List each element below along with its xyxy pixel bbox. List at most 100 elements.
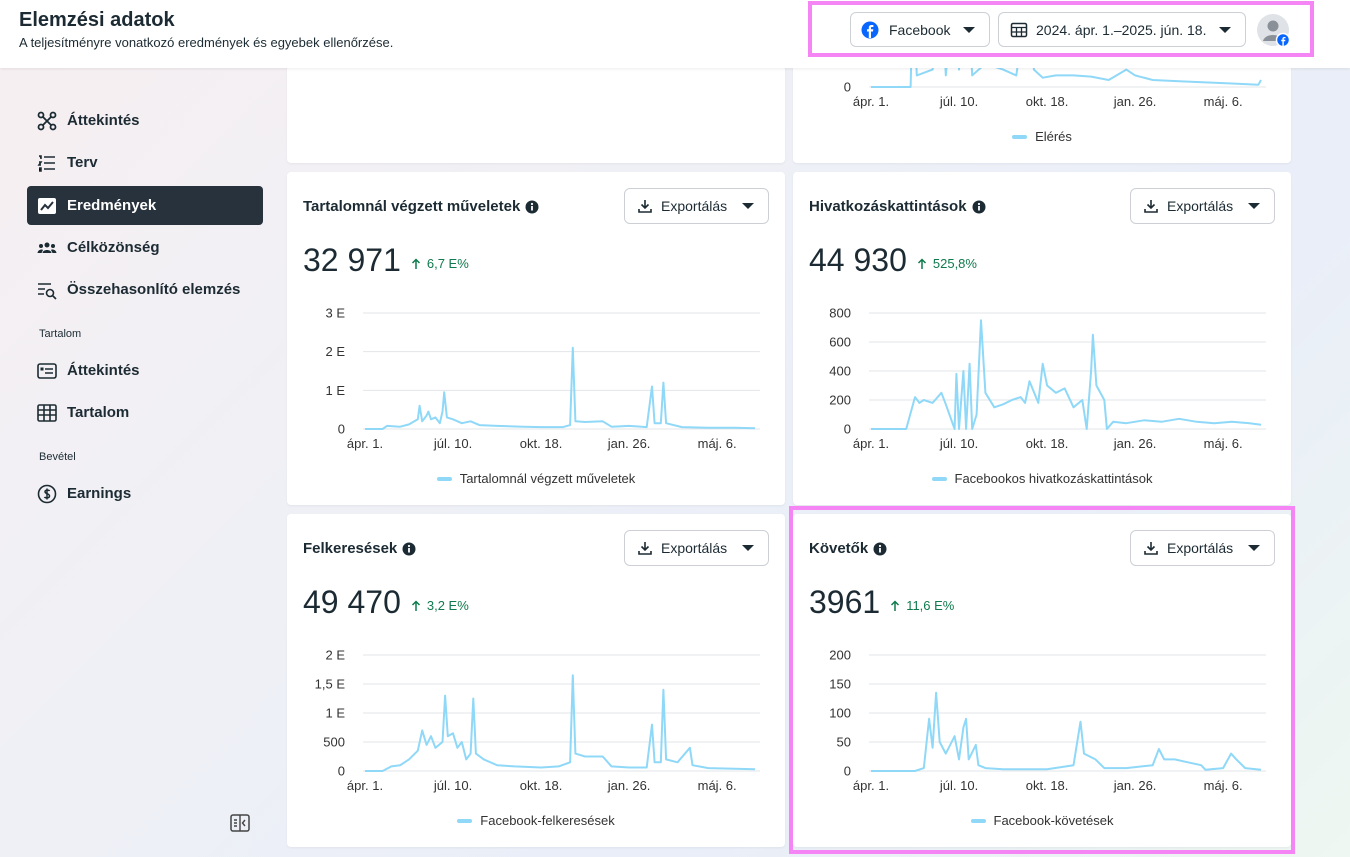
y-tick-label: 100 bbox=[829, 706, 851, 721]
x-tick-label: máj. 6. bbox=[1204, 94, 1243, 109]
legend: Facebook-követések bbox=[793, 813, 1291, 828]
legend-swatch bbox=[457, 818, 473, 823]
platform-label: Facebook bbox=[889, 21, 951, 38]
metric-number: 44 930 bbox=[809, 242, 907, 278]
export-button[interactable]: Exportálás bbox=[1130, 530, 1275, 566]
y-tick-label: 200 bbox=[829, 648, 851, 663]
data-line bbox=[365, 674, 756, 772]
nav-label: Tartalom bbox=[67, 404, 130, 421]
metric-change: 6,7 E% bbox=[411, 256, 469, 271]
metric-number: 49 470 bbox=[303, 584, 401, 620]
x-tick-label: júl. 10. bbox=[939, 778, 978, 793]
legend: Elérés bbox=[793, 129, 1291, 144]
y-tick-label: 50 bbox=[837, 735, 851, 750]
x-tick-label: okt. 18. bbox=[1026, 94, 1069, 109]
metric-change: 525,8% bbox=[917, 256, 977, 271]
chart: 0 1 E 2 E 3 E ápr. 1. júl. 10. okt. 18. jan. 26… bbox=[325, 306, 760, 451]
calendar-icon bbox=[1010, 22, 1028, 37]
export-button[interactable]: Exportálás bbox=[624, 530, 769, 566]
y-tick-label: 0 bbox=[844, 80, 851, 95]
card: Hivatkozáskattintások Exportálás 44 930 525… bbox=[793, 172, 1291, 505]
card-title-text: Hivatkozáskattintások bbox=[809, 198, 967, 215]
up-arrow bbox=[891, 599, 900, 611]
nav-item-active[interactable]: Eredmények bbox=[27, 186, 263, 225]
caret bbox=[742, 545, 754, 551]
x-tick-label: ápr. 1. bbox=[853, 778, 889, 793]
legend-label: Elérés bbox=[1035, 129, 1072, 144]
legend-swatch bbox=[931, 476, 947, 481]
x-tick-label: júl. 10. bbox=[433, 436, 472, 451]
legend-swatch bbox=[436, 476, 452, 481]
export-button[interactable]: Exportálás bbox=[1130, 188, 1275, 224]
x-tick-label: ápr. 1. bbox=[347, 778, 383, 793]
y-tick-label: 0 bbox=[338, 764, 345, 779]
y-tick-label: 200 bbox=[829, 393, 851, 408]
metric-value: 3961 11,6 E% bbox=[809, 584, 954, 621]
x-tick-label: máj. 6. bbox=[1204, 778, 1243, 793]
nav-item[interactable]: Earnings bbox=[27, 474, 263, 513]
collapse-sidebar-button[interactable] bbox=[230, 813, 250, 833]
x-tick-label: máj. 6. bbox=[698, 436, 737, 451]
card-title: Tartalomnál végzett műveletek bbox=[303, 198, 539, 215]
y-tick-label: 0 bbox=[338, 422, 345, 437]
export-button[interactable]: Exportálás bbox=[624, 188, 769, 224]
y-tick-label: 0 bbox=[844, 422, 851, 437]
nav-label: Eredmények bbox=[67, 197, 157, 214]
download-icon bbox=[638, 200, 652, 213]
x-tick-label: jan. 26. bbox=[607, 436, 651, 451]
facebook-logo bbox=[861, 21, 879, 38]
date-range-dropdown[interactable]: 2024. ápr. 1.–2025. jún. 18. bbox=[998, 12, 1246, 47]
nav-icon bbox=[38, 197, 56, 214]
y-tick-label: 1,5 E bbox=[315, 677, 346, 692]
x-tick-label: júl. 10. bbox=[939, 436, 978, 451]
up-arrow bbox=[917, 257, 926, 269]
y-tick-label: 2 E bbox=[325, 344, 345, 359]
legend-label: Facebookos hivatkozáskattintások bbox=[954, 471, 1153, 486]
up-arrow bbox=[411, 257, 420, 269]
platform-dropdown[interactable]: Facebook bbox=[850, 12, 990, 47]
download-icon bbox=[1144, 200, 1158, 213]
export-label: Exportálás bbox=[1167, 198, 1234, 214]
legend-label: Facebook-követések bbox=[993, 813, 1114, 828]
chart: 0 500 1 E 1,5 E 2 E ápr. 1. júl. 10. okt. 18. ja… bbox=[315, 648, 760, 793]
card: Tartalomnál végzett műveletek Exportálás 3… bbox=[287, 172, 785, 505]
nav-item[interactable]: Összehasonlító elemzés bbox=[27, 270, 263, 309]
nav-item[interactable]: Terv bbox=[27, 143, 263, 182]
nav-icon bbox=[37, 111, 57, 130]
nav-label: Earnings bbox=[67, 485, 132, 502]
nav-icon bbox=[37, 362, 57, 379]
x-tick-label: máj. 6. bbox=[698, 778, 737, 793]
nav-section-label: Tartalom bbox=[39, 328, 82, 340]
y-tick-label: 600 bbox=[829, 335, 851, 350]
metric-value: 49 470 3,2 E% bbox=[303, 584, 469, 621]
x-tick-label: jan. 26. bbox=[1113, 94, 1157, 109]
y-tick-label: 150 bbox=[829, 677, 851, 692]
y-tick-label: 3 E bbox=[325, 306, 345, 321]
y-tick-label: 0 bbox=[844, 764, 851, 779]
nav-item[interactable]: Célközönség bbox=[27, 228, 263, 267]
y-tick-label: 500 bbox=[323, 735, 345, 750]
x-tick-label: júl. 10. bbox=[433, 778, 472, 793]
nav-icon bbox=[37, 154, 55, 172]
x-tick-label: okt. 18. bbox=[1026, 436, 1069, 451]
legend: Facebookos hivatkozáskattintások bbox=[793, 471, 1291, 486]
data-line bbox=[871, 691, 1262, 772]
y-tick-label: 2 E bbox=[325, 648, 345, 663]
legend-swatch bbox=[970, 818, 986, 823]
nav-item[interactable]: Áttekintés bbox=[27, 101, 263, 140]
y-tick-label: 400 bbox=[829, 364, 851, 379]
profile-avatar[interactable] bbox=[1256, 13, 1292, 49]
card: Követők Exportálás 3961 11,6 E% 0 50 100 150 200… bbox=[793, 514, 1291, 847]
x-tick-label: máj. 6. bbox=[1204, 436, 1243, 451]
metric-value: 44 930 525,8% bbox=[809, 242, 977, 279]
x-tick-label: jan. 26. bbox=[1113, 778, 1157, 793]
metric-value: 32 971 6,7 E% bbox=[303, 242, 469, 279]
nav-section-label: Bevétel bbox=[39, 451, 76, 463]
x-tick-label: júl. 10. bbox=[939, 94, 978, 109]
nav-item[interactable]: Tartalom bbox=[27, 393, 263, 432]
caret bbox=[1219, 26, 1231, 33]
nav-item[interactable]: Áttekintés bbox=[27, 351, 263, 390]
caret bbox=[963, 26, 975, 33]
x-tick-label: ápr. 1. bbox=[347, 436, 383, 451]
